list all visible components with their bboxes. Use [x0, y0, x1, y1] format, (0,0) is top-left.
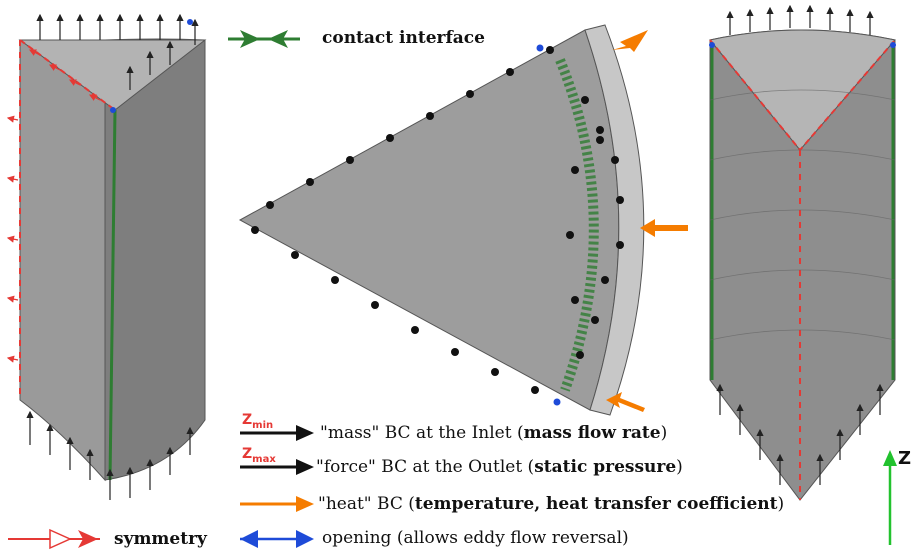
symmetry-icon [8, 528, 100, 550]
contact-interface-icon [228, 30, 300, 48]
inlet-label: "mass" BC at the Inlet (mass flow rate) [320, 423, 668, 443]
right-body [709, 4, 896, 501]
opening-label: opening (allows eddy flow reversal) [322, 528, 629, 548]
heat-arrows [606, 30, 688, 412]
z-axis-arrow [883, 450, 897, 545]
z-axis-label: Z [898, 448, 912, 469]
zmax-tag: Zmax [242, 446, 276, 465]
outlet-arrow-icon [240, 459, 314, 475]
heat-arrow-icon [240, 496, 314, 512]
contact-interface-label: contact interface [322, 28, 485, 48]
zmin-tag: Zmin [242, 412, 274, 431]
symmetry-label: symmetry [114, 529, 207, 549]
mesh-nodes [251, 46, 624, 394]
opening-icon [240, 530, 314, 548]
middle-wedge [238, 24, 645, 416]
inlet-arrow-icon [240, 425, 314, 441]
outlet-label: "force" BC at the Outlet (static pressur… [316, 457, 683, 477]
heat-label: "heat" BC (temperature, heat transfer co… [318, 494, 785, 514]
left-body [6, 13, 207, 500]
